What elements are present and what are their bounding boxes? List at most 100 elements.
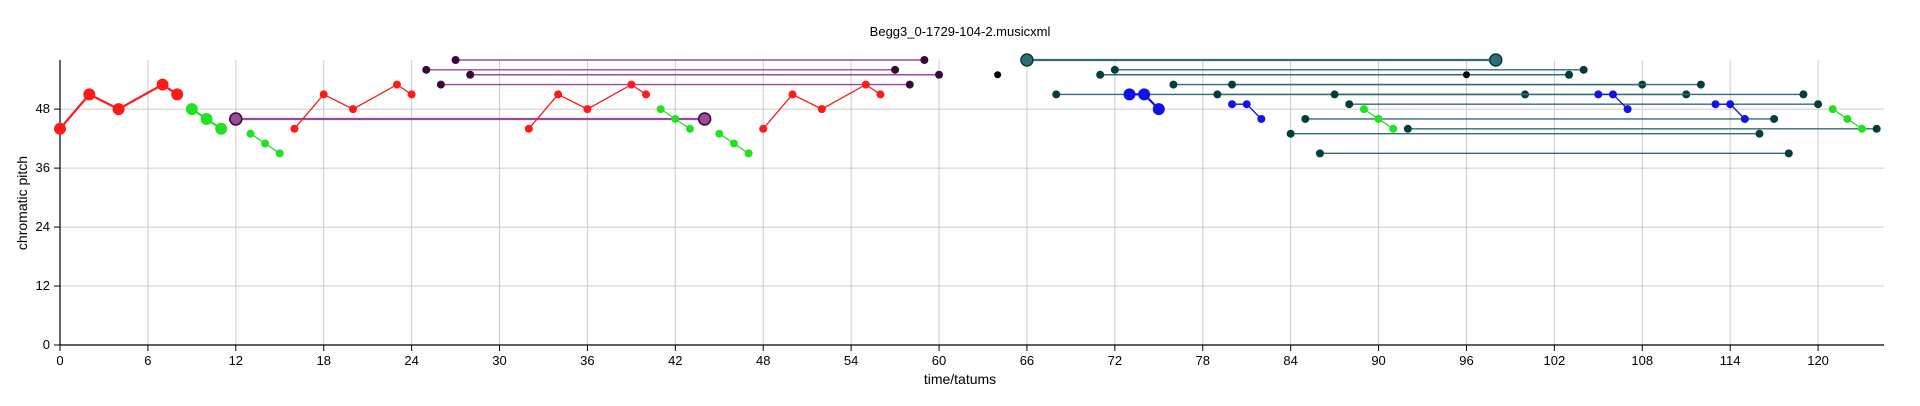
x-tick-label: 90 <box>1371 353 1385 368</box>
note-point <box>392 80 401 89</box>
span-end-marker <box>1696 80 1705 89</box>
y-axis-label: chromatic pitch <box>14 156 30 250</box>
x-tick-label: 54 <box>844 353 858 368</box>
span-start-marker <box>422 65 431 74</box>
y-tick-label: 12 <box>36 278 50 293</box>
x-tick-label: 96 <box>1459 353 1473 368</box>
note-point <box>583 105 592 114</box>
span-end-marker <box>1489 53 1503 67</box>
x-tick-label: 84 <box>1283 353 1297 368</box>
x-tick-label: 42 <box>668 353 682 368</box>
y-tick-label: 48 <box>36 101 50 116</box>
note-point <box>1228 100 1237 109</box>
span-end-marker <box>935 70 944 79</box>
span-end-marker <box>920 56 929 64</box>
note-point <box>1858 124 1867 133</box>
span-start-marker <box>466 70 475 79</box>
x-tick-label: 66 <box>1020 353 1034 368</box>
note-point <box>1123 88 1136 101</box>
x-tick-label: 48 <box>756 353 770 368</box>
x-tick-label: 120 <box>1807 353 1829 368</box>
note-point <box>156 78 169 91</box>
x-tick-label: 6 <box>144 353 151 368</box>
note-point <box>817 105 826 114</box>
x-tick-label: 102 <box>1544 353 1566 368</box>
y-tick-label: 36 <box>36 160 50 175</box>
note-series <box>54 78 1867 158</box>
y-tick-label: 0 <box>43 337 50 352</box>
note-point <box>1711 100 1720 109</box>
span-start-marker <box>1228 80 1237 89</box>
note-point <box>54 122 66 135</box>
note-point <box>685 124 694 133</box>
span-start-marker <box>1403 124 1412 133</box>
span-end-marker <box>1579 65 1588 74</box>
span-end-marker <box>1770 114 1779 123</box>
note-point <box>215 122 228 135</box>
x-tick-label: 0 <box>56 353 63 368</box>
note-point <box>112 103 125 116</box>
span-start-marker <box>1345 100 1354 109</box>
grid <box>60 60 1884 345</box>
x-tick-label: 114 <box>1720 353 1741 368</box>
isolated-notes <box>994 71 1470 79</box>
note-point <box>83 88 96 101</box>
x-tick-label: 108 <box>1631 353 1653 368</box>
note-point <box>1138 88 1151 101</box>
note-point <box>554 90 563 99</box>
note-point <box>656 105 665 114</box>
x-tick-label: 24 <box>404 353 418 368</box>
note-point <box>1594 90 1603 99</box>
span-end-marker <box>1755 129 1764 138</box>
span-end-marker <box>1872 124 1881 133</box>
note-point <box>275 149 284 158</box>
x-tick-label: 12 <box>229 353 243 368</box>
note-point <box>642 90 651 99</box>
note-point <box>1389 124 1398 133</box>
span-end-marker <box>1784 149 1793 158</box>
note-point <box>671 114 680 123</box>
note-point <box>1726 100 1735 109</box>
span-end-marker <box>1565 70 1574 79</box>
x-tick-label: 72 <box>1108 353 1122 368</box>
note-point <box>246 129 255 138</box>
note-point <box>1374 114 1383 123</box>
note-point <box>759 124 768 133</box>
span-end-marker <box>1799 90 1808 99</box>
note-point <box>1359 105 1368 114</box>
x-ticks: 0 6 12 18 24 30 36 42 48 54 60 66 72 78 84 90 96 102 108 11… <box>56 345 1829 368</box>
span-start-marker <box>229 112 243 126</box>
note-point <box>1828 105 1837 114</box>
note-point <box>1242 100 1251 109</box>
note-point <box>407 90 416 99</box>
span-start-marker <box>1052 90 1061 99</box>
y-tick-label: 24 <box>36 219 50 234</box>
note-point <box>524 124 533 133</box>
isolated-note-point <box>1462 71 1470 79</box>
note-point <box>715 129 724 138</box>
span-start-marker <box>1315 149 1324 158</box>
axes <box>59 60 1884 346</box>
span-start-marker <box>1020 53 1034 67</box>
note-point <box>1608 90 1617 99</box>
note-point <box>1740 114 1749 123</box>
x-axis-label: time/tatums <box>924 371 996 387</box>
span-start-marker <box>1096 70 1105 79</box>
span-end-marker <box>697 112 712 126</box>
note-point <box>744 149 753 158</box>
x-tick-label: 36 <box>580 353 594 368</box>
note-point <box>627 80 636 89</box>
note-point <box>261 139 270 148</box>
sustained-notes <box>229 53 1881 158</box>
note-point <box>1152 103 1165 116</box>
span-start-marker <box>451 56 460 64</box>
span-start-marker <box>1213 90 1222 99</box>
x-tick-label: 60 <box>932 353 946 368</box>
note-point <box>171 88 184 101</box>
span-start-marker <box>1286 129 1295 138</box>
x-tick-label: 30 <box>492 353 506 368</box>
span-start-marker <box>1110 65 1119 74</box>
x-tick-label: 18 <box>316 353 330 368</box>
